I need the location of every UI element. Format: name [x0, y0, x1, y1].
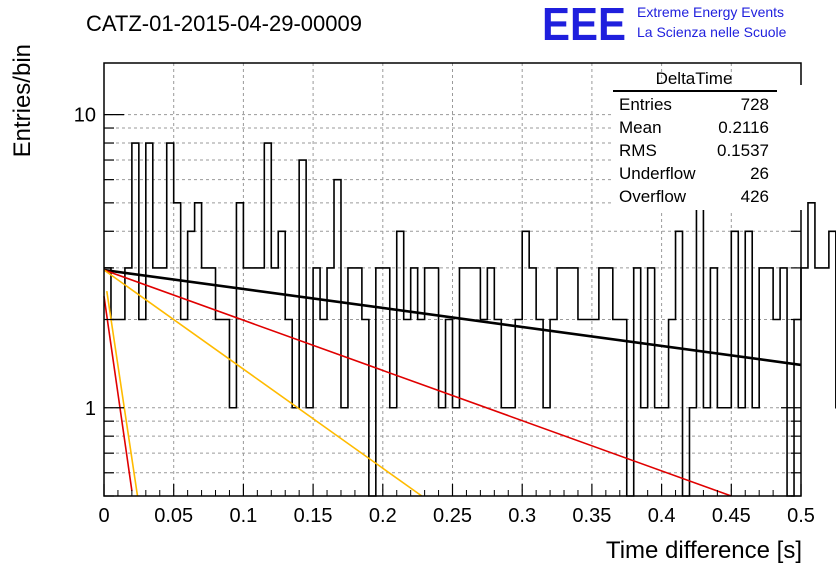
x-tick-label: 0.2	[369, 505, 397, 527]
stats-value-overflow: 426	[741, 187, 769, 206]
x-tick-label: 0.1	[229, 505, 257, 527]
eee-logo: EEE	[542, 0, 626, 50]
fit-line-5	[106, 290, 139, 497]
histogram-outline	[104, 142, 836, 497]
x-tick-label: 0.5	[787, 505, 815, 527]
stats-label-mean: Mean	[619, 118, 662, 137]
stats-label-underflow: Underflow	[619, 164, 696, 183]
stats-value-rms: 0.1537	[717, 141, 769, 160]
stats-value-mean: 0.2116	[718, 118, 769, 137]
fit-lines-layer	[103, 268, 802, 497]
x-axis-label: Time difference [s]	[606, 537, 802, 564]
logo-line-1: Extreme Energy Events	[637, 4, 784, 20]
histogram-layer	[104, 142, 836, 497]
y-tick-label: 10	[74, 105, 96, 127]
y-tick-label: 1	[85, 398, 96, 420]
x-tick-label: 0.3	[508, 505, 536, 527]
logo-line-2: La Scienza nelle Scuole	[637, 24, 787, 40]
stats-value-underflow: 26	[750, 164, 769, 183]
y-axis-label: Entries/bin	[9, 44, 36, 157]
x-tick-label: 0	[98, 505, 109, 527]
stats-label-entries: Entries	[619, 95, 672, 114]
x-tick-label: 0.45	[712, 505, 751, 527]
stats-label-overflow: Overflow	[619, 187, 687, 206]
x-tick-label: 0.25	[433, 505, 472, 527]
stats-label-rms: RMS	[619, 141, 657, 160]
x-tick-label: 0.05	[154, 505, 193, 527]
stats-box: DeltaTime Entries 728 Mean 0.2116 RMS 0.…	[613, 69, 803, 210]
run-title: CATZ-01-2015-04-29-00009	[86, 11, 362, 36]
fit-line-4	[103, 296, 133, 492]
x-tick-label: 0.4	[648, 505, 676, 527]
x-tick-label: 0.15	[294, 505, 333, 527]
stats-value-entries: 728	[741, 95, 769, 114]
stats-title: DeltaTime	[656, 69, 733, 88]
fit-line-2	[103, 269, 732, 497]
fit-line-3	[103, 269, 423, 497]
fit-line-1	[103, 268, 802, 367]
x-tick-label: 0.35	[572, 505, 611, 527]
